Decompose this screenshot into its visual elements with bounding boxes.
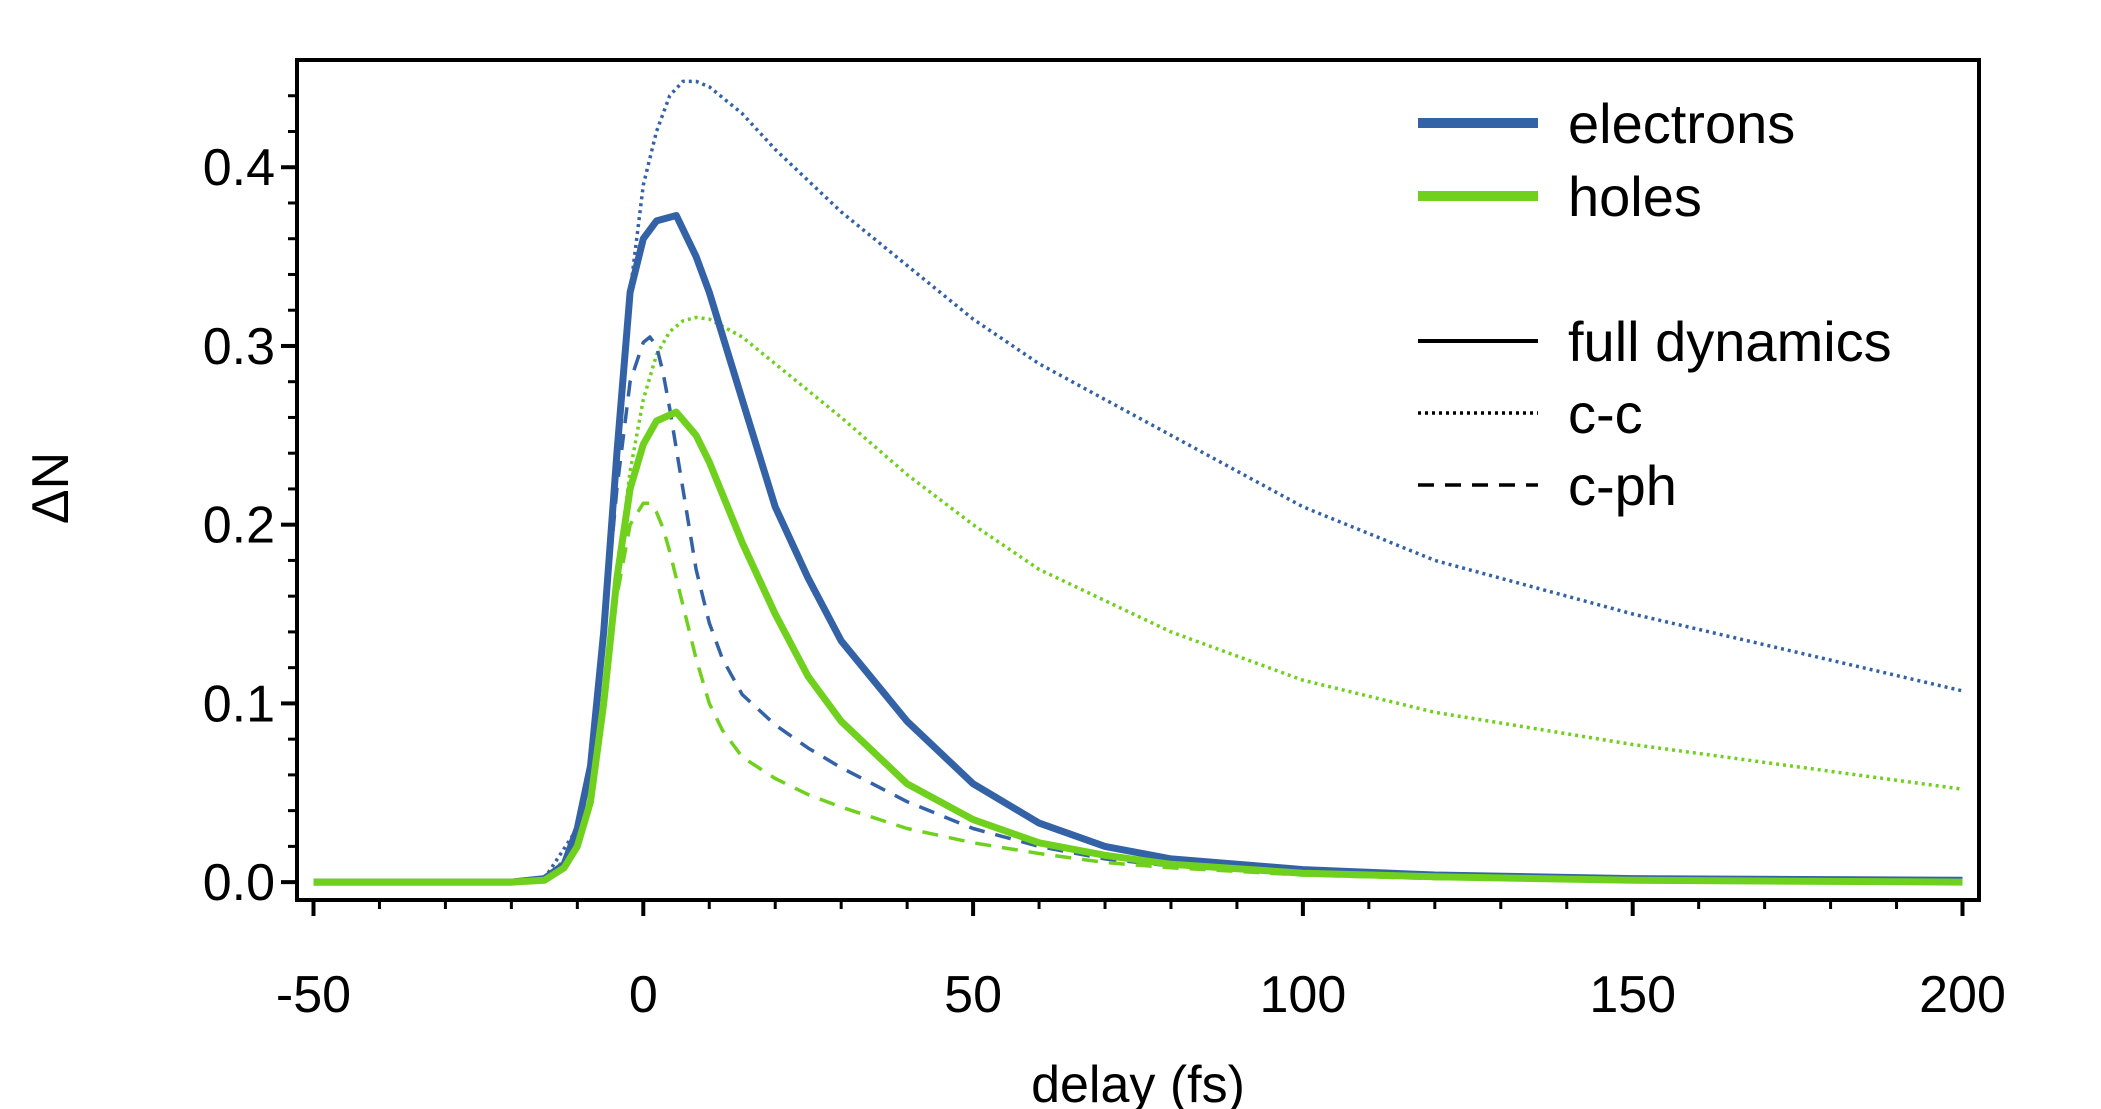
plot-frame: [295, 58, 1981, 902]
x-tick-label: 0: [629, 966, 658, 1024]
series-layer: [313, 79, 1963, 886]
legend-label-electrons: electrons: [1568, 92, 1795, 155]
legend-label-dashed: c-ph: [1568, 454, 1677, 517]
series-line-electrons-full-dynamics: [313, 212, 1963, 886]
y-tick-label: 0.0: [203, 854, 275, 912]
y-tick-label: 0.2: [203, 497, 275, 555]
y-tick-label: 0.1: [203, 675, 275, 733]
axes-layer: -50 0 50 100 150 200 0.0 0.1 0.2 0.3 0.4: [203, 94, 2006, 1024]
y-tick-label: 0.3: [203, 318, 275, 376]
legend-label-solid: full dynamics: [1568, 310, 1892, 373]
legend: electrons holes full dynamics c-c c-ph: [1418, 92, 1892, 517]
x-tick-label: 200: [1919, 966, 2006, 1024]
legend-label-dotted: c-c: [1568, 382, 1643, 445]
x-tick-label: 150: [1589, 966, 1676, 1024]
x-tick-label: 50: [944, 966, 1002, 1024]
series-line-holes-full-dynamics: [313, 408, 1963, 886]
legend-label-holes: holes: [1568, 165, 1702, 228]
series-line-holes-c-c: [313, 315, 1963, 884]
series-line-electrons-c-c: [313, 79, 1963, 884]
x-tick-label: 100: [1260, 966, 1347, 1024]
y-tick-label: 0.4: [203, 139, 275, 197]
series-line-holes-c-ph: [313, 501, 1963, 884]
series-line-electrons-c-ph: [313, 335, 1963, 884]
x-tick-label: -50: [276, 966, 351, 1024]
y-axis-title: ΔN: [22, 452, 80, 524]
x-axis-title: delay (fs): [1031, 1056, 1245, 1109]
